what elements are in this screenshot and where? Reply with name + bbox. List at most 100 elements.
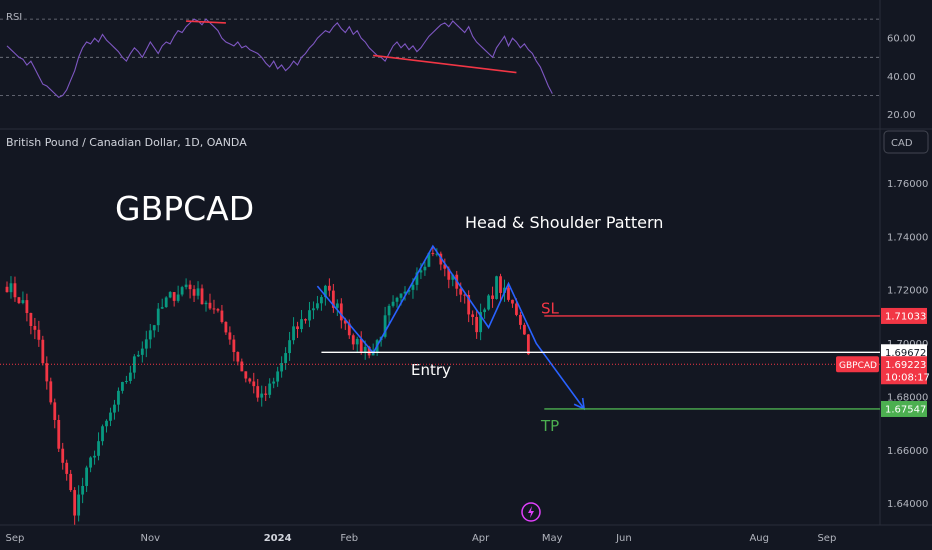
- rsi-pane: RSI 60.00 40.00 20.00: [0, 12, 916, 121]
- candle-body: [57, 419, 61, 449]
- symbol-title: British Pound / Canadian Dollar, 1D, OAN…: [6, 136, 247, 149]
- candle-body: [276, 371, 280, 382]
- candle-body: [248, 378, 252, 382]
- time-axis: Sep Nov 2024 Feb Apr May Jun Aug Sep: [6, 533, 837, 544]
- rsi-bands: [0, 18, 880, 96]
- candle-body: [216, 309, 220, 311]
- candle-body: [53, 402, 57, 420]
- currency-button[interactable]: CAD: [883, 130, 929, 154]
- candle-body: [292, 326, 295, 341]
- candle-body: [526, 334, 530, 355]
- candle-body: [272, 381, 276, 384]
- rsi-tick-label: 60.00: [887, 34, 916, 45]
- symbol-tag-label: GBPCAD: [839, 361, 877, 371]
- candle-body: [89, 457, 92, 468]
- candle-body: [196, 288, 200, 296]
- candle-body: [483, 309, 486, 313]
- candle-body: [403, 291, 407, 294]
- candle-body: [156, 308, 160, 326]
- candle-body: [387, 305, 391, 316]
- rsi-label: RSI: [6, 12, 22, 23]
- candle-body: [188, 284, 192, 290]
- candle-body: [121, 382, 124, 391]
- candle-body: [475, 316, 479, 333]
- candle-body: [128, 372, 132, 381]
- pattern-line: [316, 244, 585, 410]
- candle-body: [125, 380, 128, 383]
- time-tick-label: 2024: [264, 533, 292, 544]
- candle-body: [415, 272, 419, 285]
- candle-body: [81, 485, 85, 495]
- candle-body: [300, 319, 303, 330]
- candle-body: [152, 325, 156, 331]
- candle-body: [164, 297, 168, 308]
- candle-body: [324, 285, 327, 298]
- candle-body: [260, 393, 264, 398]
- sl-text: SL: [541, 299, 560, 317]
- rsi-tick-label: 40.00: [887, 72, 916, 83]
- candle-body: [284, 353, 287, 364]
- candle-body: [411, 284, 415, 290]
- price-tick-label: 1.66000: [887, 446, 928, 457]
- candle-body: [343, 320, 347, 324]
- trade-levels: 1.71033 SL 1.69672 Entry 1.67547 TP: [321, 299, 927, 435]
- big-title: GBPCAD: [115, 189, 254, 228]
- time-tick-label: Feb: [340, 533, 358, 544]
- candle-body: [435, 253, 439, 255]
- candle-body: [232, 339, 236, 353]
- candle-body: [113, 404, 116, 413]
- candle-body: [264, 393, 268, 395]
- candle-body: [312, 308, 315, 311]
- candle-body: [391, 301, 395, 306]
- candle-body: [256, 386, 260, 398]
- candle-body: [33, 326, 37, 330]
- candle-body: [419, 270, 423, 273]
- candle-body: [347, 323, 351, 336]
- candle-body: [463, 294, 467, 296]
- candle-body: [13, 283, 17, 298]
- rsi-line: [6, 18, 553, 99]
- candle-body: [85, 467, 88, 486]
- candle-body: [97, 441, 100, 456]
- tp-price-tag: [881, 400, 927, 417]
- candle-body: [37, 329, 41, 340]
- price-tick-label: 1.74000: [887, 232, 928, 243]
- candle-body: [192, 289, 196, 296]
- candle-body: [355, 338, 359, 345]
- candle-body: [77, 494, 81, 516]
- candle-body: [228, 332, 232, 340]
- current-price-tag: [881, 356, 927, 385]
- candle-body: [268, 383, 272, 395]
- bar-countdown-label: 10:08:17: [885, 372, 930, 383]
- candle-body: [519, 314, 522, 325]
- candle-body: [367, 346, 371, 356]
- candle-body: [288, 340, 291, 354]
- flash-icon[interactable]: [521, 502, 541, 522]
- rsi-divergence-line: [186, 20, 226, 24]
- entry-text: Entry: [411, 361, 451, 379]
- price-tick-label: 1.72000: [887, 286, 928, 297]
- tp-price-label: 1.67547: [885, 404, 926, 415]
- candle-body: [252, 381, 256, 387]
- candle-body: [136, 354, 140, 357]
- time-tick-label: Jun: [615, 533, 632, 544]
- candle-body: [148, 330, 152, 340]
- candle-body: [224, 321, 228, 333]
- time-tick-label: Nov: [141, 533, 161, 544]
- candle-body: [523, 324, 526, 335]
- current-price-label: 1.69223: [885, 360, 926, 371]
- candle-body: [491, 295, 494, 299]
- candle-body: [515, 303, 518, 315]
- candle-body: [296, 326, 299, 330]
- rsi-tick-label: 20.00: [887, 110, 916, 121]
- time-tick-label: Sep: [6, 533, 25, 544]
- candle-body: [467, 295, 471, 315]
- candle-body: [200, 288, 204, 305]
- candle-body: [244, 371, 248, 379]
- candle-body: [280, 363, 284, 372]
- sl-price-label: 1.71033: [885, 311, 926, 322]
- time-tick-label: Sep: [817, 533, 836, 544]
- candle-body: [5, 286, 9, 293]
- candle-body: [407, 289, 411, 292]
